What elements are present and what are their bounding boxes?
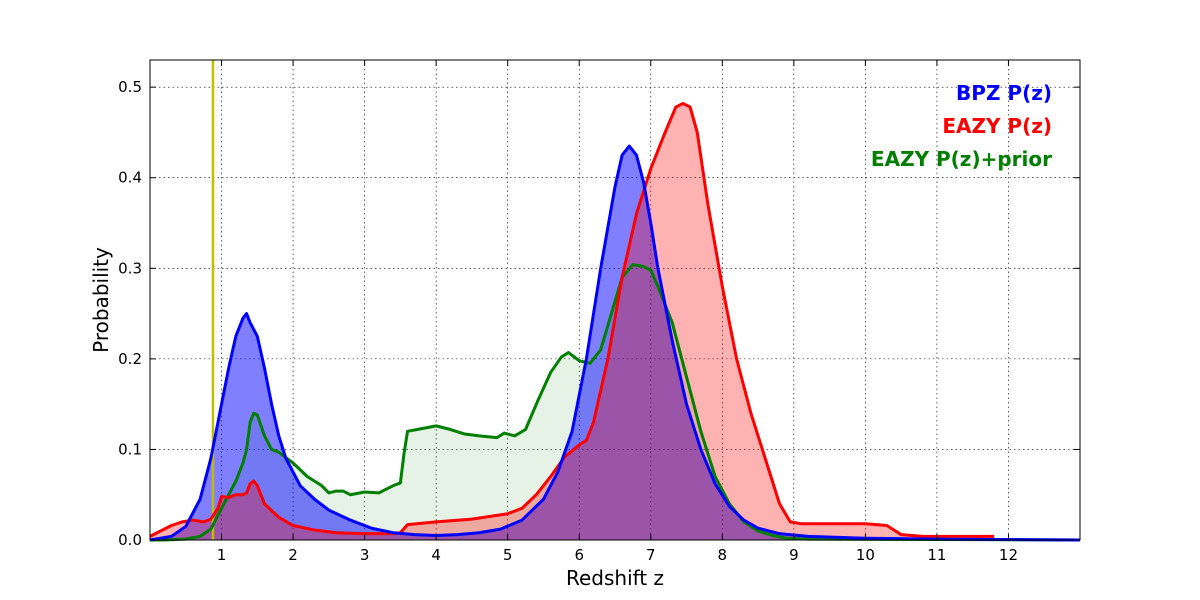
x-tick-label: 8 (718, 546, 728, 564)
x-tick-label: 11 (927, 546, 946, 564)
series-line-eazy-p-z (149, 101, 995, 538)
x-axis-label: Redshift z (566, 566, 664, 590)
x-tick-label: 9 (789, 546, 799, 564)
x-tick-label: 1 (217, 546, 227, 564)
y-axis-label: Probability (89, 247, 113, 353)
x-tick-label: 12 (999, 546, 1018, 564)
y-tick-label: 0.3 (118, 259, 142, 277)
x-tick-label: 5 (503, 546, 513, 564)
x-tick-label: 7 (646, 546, 656, 564)
x-tick-label: 6 (574, 546, 584, 564)
plot-frame (149, 59, 1081, 541)
x-tick-label: 2 (288, 546, 298, 564)
y-tick-label: 0.1 (118, 440, 142, 458)
series-lines (149, 101, 1081, 542)
y-tick-label: 0.4 (118, 169, 142, 187)
x-tick-label: 3 (360, 546, 370, 564)
x-axis-ticks: 1 2 3 4 5 6 7 8 9 10 11 12 (217, 60, 1018, 564)
legend-entry-bpz: BPZ P(z) (956, 81, 1052, 105)
y-tick-label: 0.5 (118, 78, 142, 96)
y-tick-label: 0.2 (118, 350, 142, 368)
legend-entry-eazy-prior: EAZY P(z)+prior (871, 147, 1052, 171)
legend-entry-eazy: EAZY P(z) (942, 114, 1052, 138)
x-tick-label: 4 (431, 546, 441, 564)
series-line-eazy-p-z-prior (150, 263, 1081, 542)
x-tick-label: 10 (856, 546, 875, 564)
y-tick-label: 0.0 (118, 531, 142, 549)
area-fill-bpz-p-z (150, 146, 1080, 541)
legend: BPZ P(z) EAZY P(z) EAZY P(z)+prior (871, 81, 1052, 171)
series-line-bpz-p-z (149, 144, 1081, 542)
y-axis-ticks: 0.0 0.1 0.2 0.3 0.4 0.5 (118, 78, 1080, 549)
